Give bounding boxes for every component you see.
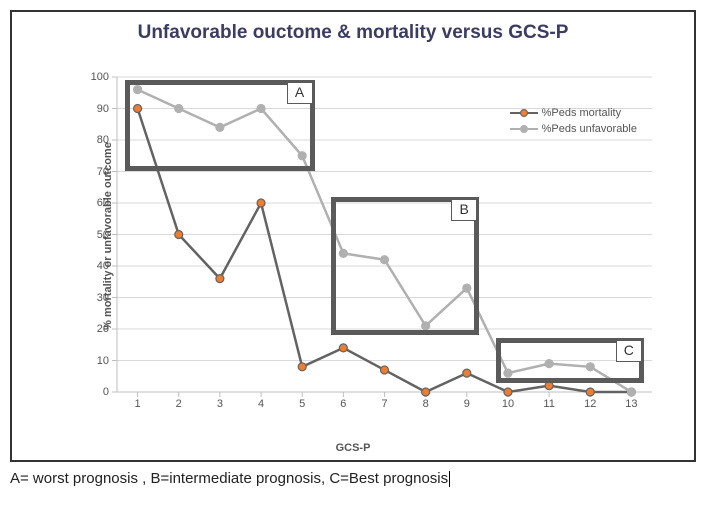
xtick-label: 7 (381, 398, 387, 410)
ytick-label: 20 (79, 323, 109, 335)
xtick-label: 10 (502, 398, 514, 410)
xtick-label: 11 (543, 398, 554, 410)
annotation-label-c: C (616, 340, 642, 362)
xtick-label: 9 (464, 398, 470, 410)
xtick-label: 8 (423, 398, 429, 410)
legend-label: %Peds unfavorable (542, 123, 637, 135)
legend-label: %Peds mortality (542, 107, 621, 119)
xtick-label: 6 (340, 398, 346, 410)
legend-item-mortality: %Peds mortality (510, 107, 637, 119)
footnote-text: A= worst prognosis , B=intermediate prog… (10, 470, 448, 487)
xtick-label: 5 (299, 398, 305, 410)
ytick-label: 70 (79, 166, 109, 178)
xtick-label: 1 (135, 398, 141, 410)
legend-item-unfavorable: %Peds unfavorable (510, 123, 637, 135)
xtick-label: 3 (217, 398, 223, 410)
ytick-label: 80 (79, 134, 109, 146)
ytick-label: 0 (79, 386, 109, 398)
plot-area: 010203040506070809010012345678910111213 … (77, 67, 672, 422)
ytick-label: 10 (79, 355, 109, 367)
xtick-label: 4 (258, 398, 264, 410)
ytick-label: 40 (79, 260, 109, 272)
ytick-label: 30 (79, 292, 109, 304)
ytick-label: 50 (79, 229, 109, 241)
legend-swatch (510, 107, 538, 119)
footnote: A= worst prognosis , B=intermediate prog… (10, 470, 450, 487)
legend: %Peds mortality %Peds unfavorable (510, 107, 637, 139)
xtick-label: 13 (625, 398, 637, 410)
ytick-label: 100 (79, 71, 109, 83)
ytick-label: 90 (79, 103, 109, 115)
text-cursor (449, 471, 450, 487)
chart-title: Unfavorable ouctome & mortality versus G… (12, 22, 694, 44)
chart-frame: Unfavorable ouctome & mortality versus G… (10, 10, 696, 462)
xtick-label: 2 (176, 398, 182, 410)
xtick-label: 12 (584, 398, 596, 410)
annotation-label-a: A (287, 82, 313, 104)
ytick-label: 60 (79, 197, 109, 209)
annotation-label-b: B (451, 199, 477, 221)
legend-swatch (510, 123, 538, 135)
x-axis-label: GCS-P (12, 442, 694, 454)
